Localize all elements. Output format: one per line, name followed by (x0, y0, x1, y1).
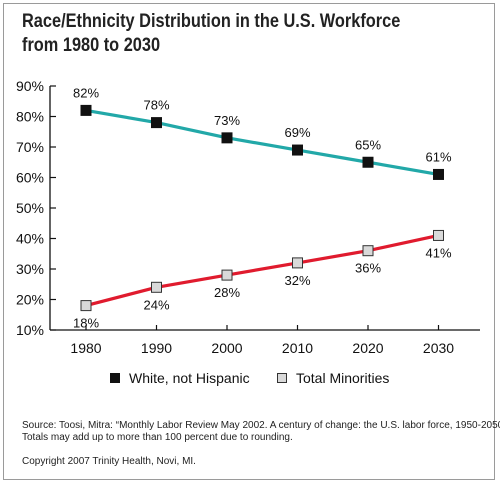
source-note: Source: Toosi, Mitra: “Monthly Labor Rev… (22, 420, 500, 444)
x-tick-label-1980: 1980 (70, 340, 101, 356)
y-tick-label-70: 70% (16, 139, 44, 155)
data-label-total-minorities-2020: 36% (355, 261, 381, 276)
legend-item-total-minorities: Total Minorities (277, 370, 389, 386)
y-tick-label-30: 30% (16, 261, 44, 277)
marker-total-minorities-2000 (221, 269, 233, 281)
marker-white-not-hispanic-2030 (433, 168, 444, 180)
marker-total-minorities-2010 (292, 257, 303, 269)
y-tick-label-10: 10% (16, 322, 44, 338)
data-label-total-minorities-2030: 41% (425, 245, 451, 260)
legend-label-total-minorities: Total Minorities (296, 370, 390, 386)
marker-white-not-hispanic-1990 (151, 117, 162, 129)
data-label-total-minorities-2010: 32% (284, 273, 310, 288)
marker-total-minorities-1990 (151, 281, 162, 293)
y-tick-label-80: 80% (16, 109, 44, 125)
legend-item-white-not-hispanic: White, not Hispanic (110, 370, 250, 386)
y-tick-label-90: 90% (16, 78, 44, 94)
data-label-white-not-hispanic-2010: 69% (284, 125, 310, 140)
series-line-total-minorities (85, 233, 439, 308)
marker-white-not-hispanic-2000 (221, 132, 233, 144)
data-label-white-not-hispanic-1990: 78% (143, 98, 169, 113)
y-tick-label-60: 60% (16, 170, 44, 186)
marker-white-not-hispanic-2020 (362, 156, 374, 168)
chart-title-line-1: Race/Ethnicity Distribution in the U.S. … (22, 11, 401, 32)
data-label-white-not-hispanic-1980: 82% (73, 85, 99, 100)
y-tick-label-20: 20% (16, 292, 44, 308)
x-tick-label-2010: 2010 (282, 340, 313, 356)
marker-total-minorities-2020 (362, 245, 374, 257)
data-label-total-minorities-1980: 18% (73, 316, 99, 331)
data-label-white-not-hispanic-2030: 61% (425, 149, 451, 164)
source-line-2: Totals may add up to more than 100 perce… (22, 432, 293, 443)
legend-swatch-white-not-hispanic (110, 373, 120, 383)
y-tick-label-40: 40% (16, 231, 44, 247)
legend-swatch-total-minorities (277, 373, 287, 383)
chart-title: Race/Ethnicity Distribution in the U.S. … (22, 10, 400, 58)
data-label-total-minorities-1990: 24% (143, 297, 169, 312)
x-tick-label-2030: 2030 (423, 340, 454, 356)
x-tick-label-1990: 1990 (141, 340, 172, 356)
data-label-total-minorities-2000: 28% (214, 285, 240, 300)
chart-title-line-2: from 1980 to 2030 (22, 35, 161, 56)
marker-white-not-hispanic-2010 (292, 144, 303, 156)
x-tick-label-2020: 2020 (352, 340, 383, 356)
data-label-white-not-hispanic-2000: 73% (214, 113, 240, 128)
x-tick-label-2000: 2000 (211, 340, 242, 356)
marker-white-not-hispanic-1980 (80, 104, 92, 116)
data-label-white-not-hispanic-2020: 65% (355, 137, 381, 152)
marker-total-minorities-2030 (433, 229, 444, 241)
legend-label-white-not-hispanic: White, not Hispanic (129, 370, 250, 386)
copyright-text: Copyright 2007 Trinity Health, Novi, MI. (22, 456, 196, 467)
marker-total-minorities-1980 (80, 300, 92, 312)
y-tick-label-50: 50% (16, 200, 44, 216)
series-line-white-not-hispanic (85, 108, 439, 177)
source-line-1: Source: Toosi, Mitra: “Monthly Labor Rev… (22, 420, 500, 431)
